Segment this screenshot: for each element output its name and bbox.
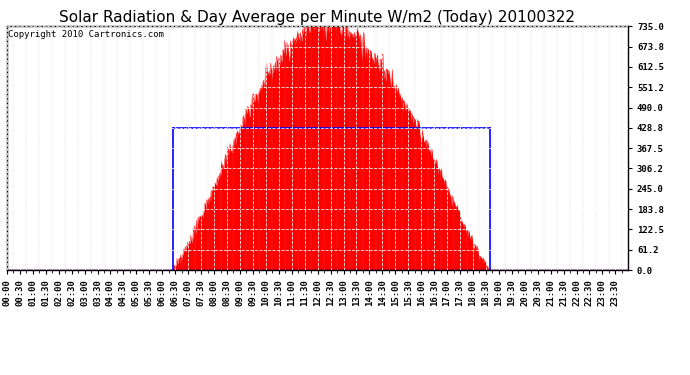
Text: Copyright 2010 Cartronics.com: Copyright 2010 Cartronics.com [8,30,164,39]
Title: Solar Radiation & Day Average per Minute W/m2 (Today) 20100322: Solar Radiation & Day Average per Minute… [59,10,575,25]
